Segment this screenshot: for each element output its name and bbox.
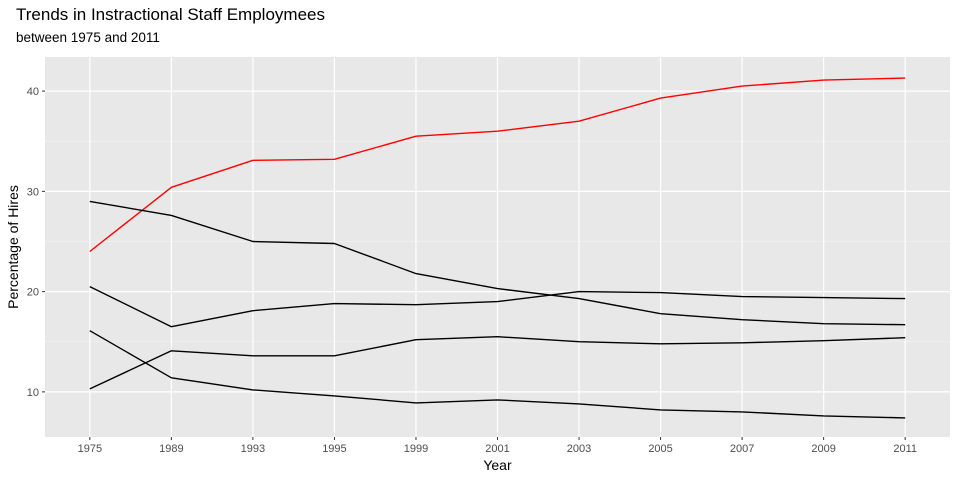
series-line-2 (89, 200, 906, 326)
y-tick-label: 20 (27, 287, 39, 299)
series-line-1 (89, 77, 906, 253)
y-axis-title: Percentage of Hires (5, 185, 21, 309)
y-tick-label: 30 (27, 186, 39, 198)
x-tick-label: 1975 (78, 443, 102, 455)
chart-subtitle: between 1975 and 2011 (16, 30, 160, 45)
x-tick-label: 2005 (648, 443, 672, 455)
x-tick-label: 2007 (730, 443, 754, 455)
x-tick-label: 2011 (893, 443, 917, 455)
x-tick-label: 1999 (404, 443, 428, 455)
y-tick-label: 40 (27, 86, 39, 98)
x-tick-label: 2009 (811, 443, 835, 455)
series-line-4 (89, 336, 906, 390)
x-tick-label: 1989 (159, 443, 183, 455)
series-line-3 (89, 285, 906, 328)
x-tick-label: 1995 (322, 443, 346, 455)
x-tick-label: 1993 (241, 443, 265, 455)
x-tick-label: 2001 (485, 443, 509, 455)
series-line-5 (89, 330, 906, 419)
y-tick-label: 10 (27, 387, 39, 399)
chart-title: Trends in Instractional Staff Employmees (16, 5, 325, 24)
x-axis-title: Year (483, 457, 512, 473)
x-tick-label: 2003 (567, 443, 591, 455)
